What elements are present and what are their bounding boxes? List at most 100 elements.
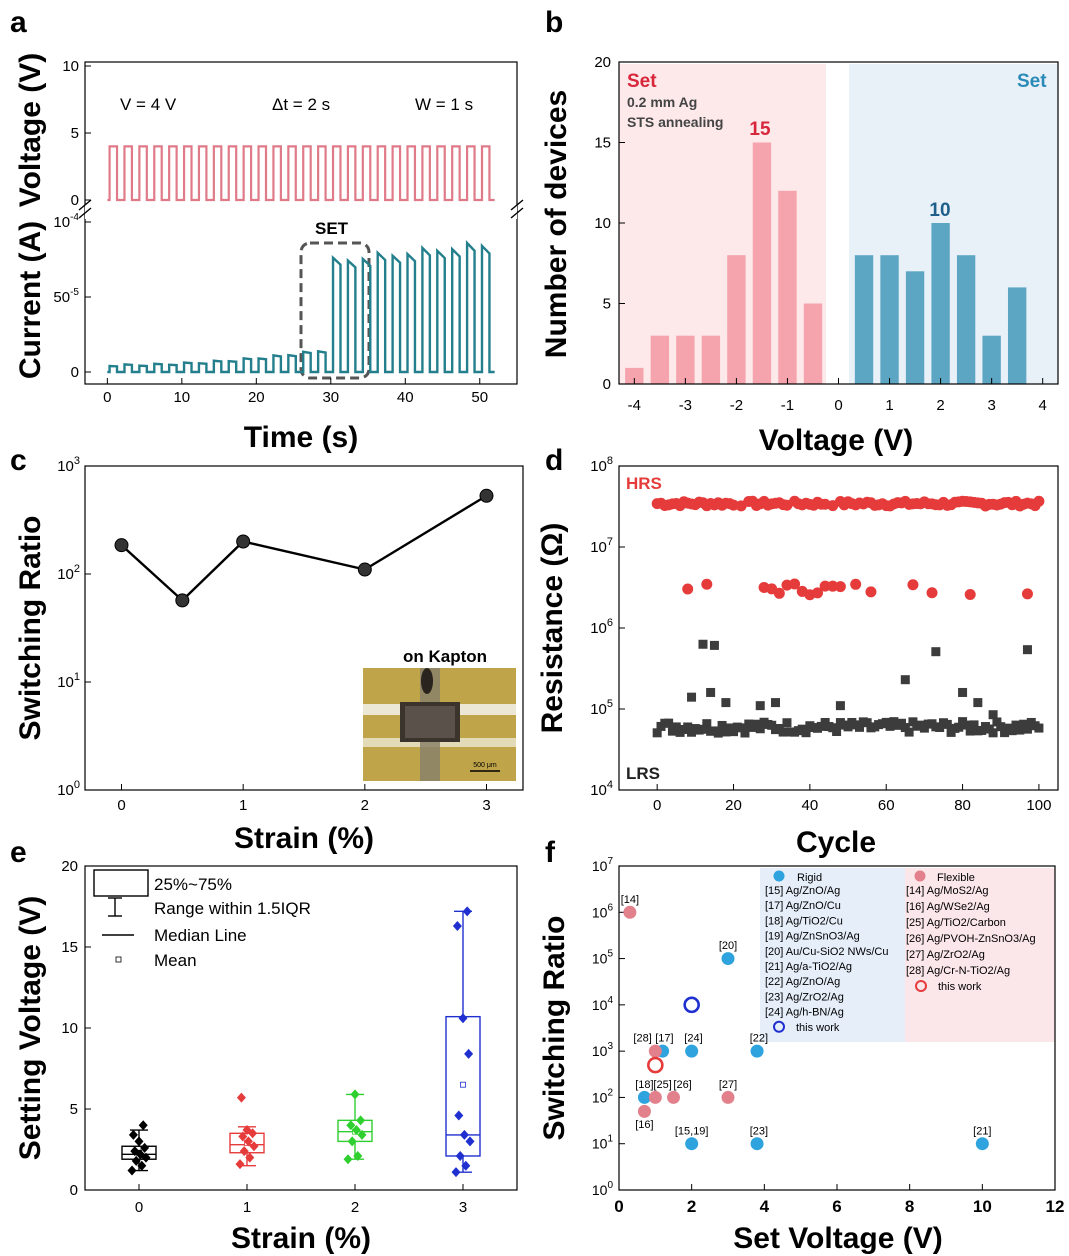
lrs-point xyxy=(961,720,971,730)
legend-flexible-entry: [26] Ag/PVOH-ZnSnO3/Ag xyxy=(906,933,1036,945)
hrs-point xyxy=(819,580,831,592)
bar xyxy=(854,255,874,384)
x-tick-label: 4 xyxy=(1039,397,1047,414)
annotation-annealing: STS annealing xyxy=(627,114,723,130)
x-tick-label: 0 xyxy=(117,797,125,814)
lrs-point xyxy=(862,718,872,728)
y-axis-title-c: Switching Ratio xyxy=(14,516,47,741)
bar xyxy=(905,271,925,384)
x-tick-label: 10 xyxy=(973,1197,992,1216)
lrs-point xyxy=(683,722,693,732)
legend-marker-flexible xyxy=(914,870,926,882)
lrs-point xyxy=(755,701,765,711)
y-tick-label: 100 xyxy=(592,1180,614,1198)
x-axis-title-e: Strain (%) xyxy=(231,1222,371,1255)
lrs-point xyxy=(965,726,975,736)
y-axis-title-e: Setting Voltage (V) xyxy=(14,896,47,1160)
x-axis-title-a: Time (s) xyxy=(244,421,358,454)
hrs-point xyxy=(907,579,919,591)
lrs-point xyxy=(1034,723,1044,733)
bar xyxy=(931,223,950,384)
flexible-point xyxy=(721,1090,735,1104)
lrs-point xyxy=(835,701,845,711)
annotation-set: SET xyxy=(315,219,349,238)
rigid-point xyxy=(637,1090,651,1104)
point-label: [17] xyxy=(655,1033,673,1045)
lrs-point xyxy=(729,727,739,737)
flexible-point xyxy=(648,1090,662,1104)
x-tick-label: 3 xyxy=(459,1199,467,1216)
x-axis-title-c: Strain (%) xyxy=(234,822,374,855)
data-point xyxy=(357,1129,367,1140)
lrs-point xyxy=(706,687,716,697)
data-point xyxy=(356,1115,366,1126)
flexible-background xyxy=(905,868,1055,1042)
data-point xyxy=(459,1129,469,1140)
data-point xyxy=(462,906,472,917)
point-label: [25] xyxy=(653,1079,671,1091)
data-point xyxy=(351,1125,361,1136)
point-label: [14] xyxy=(621,894,639,906)
point-label: [18] xyxy=(635,1079,653,1091)
point-label: [20] xyxy=(719,940,737,952)
legend-range-label: Range within 1.5IQR xyxy=(154,899,311,918)
panel-label-f: f xyxy=(545,836,556,869)
y-tick-label: 10 xyxy=(61,1020,78,1037)
annotation-voltage: V = 4 V xyxy=(120,95,177,114)
lrs-point xyxy=(935,722,945,732)
y-tick-label: 106 xyxy=(590,617,613,637)
x-axis-title-d: Cycle xyxy=(796,826,876,859)
lrs-point xyxy=(755,724,765,734)
lrs-point xyxy=(698,639,708,649)
legend-set-positive: Set xyxy=(1017,71,1047,92)
y-tick-label: 20 xyxy=(594,54,611,71)
y-tick-label: 108 xyxy=(590,455,613,475)
hrs-point xyxy=(1021,588,1033,600)
data-point xyxy=(452,920,462,931)
x-axis-title-f: Set Voltage (V) xyxy=(733,1222,942,1255)
x-tick-label: 0 xyxy=(653,797,661,814)
data-point xyxy=(137,1160,147,1171)
x-tick-label: 50 xyxy=(471,389,488,406)
lrs-point xyxy=(942,719,952,729)
x-tick-label: 12 xyxy=(1046,1197,1065,1216)
bar xyxy=(701,335,721,384)
bar xyxy=(778,190,797,384)
x-tick-label: 0 xyxy=(834,397,842,414)
bar xyxy=(625,367,644,384)
rigid-point xyxy=(685,1137,699,1151)
data-point xyxy=(346,1120,356,1131)
y-tick-label: 5 xyxy=(70,1101,78,1118)
y-tick-label: 107 xyxy=(592,856,614,874)
point-label: [28] xyxy=(633,1033,651,1045)
y-tick-label: 0 xyxy=(603,376,611,393)
flexible-point xyxy=(637,1104,651,1118)
bar xyxy=(752,142,772,384)
lrs-point xyxy=(1015,725,1025,735)
bar xyxy=(803,303,823,384)
y-tick-label: 101 xyxy=(592,1134,614,1152)
panel-label-d: d xyxy=(545,444,563,477)
rigid-point xyxy=(750,1137,764,1151)
hrs-point xyxy=(850,578,862,590)
y-axis-title-b: Number of devices xyxy=(540,90,573,358)
y-tick-label: 5 xyxy=(71,125,79,142)
flexible-point xyxy=(667,1090,680,1104)
x-tick-label: 10 xyxy=(173,389,190,406)
peak-label-negative: 15 xyxy=(749,119,771,140)
legend-rigid-entry: [15] Ag/ZnO/Ag xyxy=(765,885,840,897)
legend-rigid-entry: [21] Ag/a-TiO2/Ag xyxy=(765,961,852,973)
lrs-point xyxy=(652,728,662,738)
lrs-point xyxy=(698,724,708,734)
data-point xyxy=(130,1146,140,1157)
data-point xyxy=(235,1159,245,1170)
x-tick-label: -3 xyxy=(679,397,692,414)
y-axis-title-f: Switching Ratio xyxy=(538,916,571,1141)
x-tick-label: 3 xyxy=(482,797,490,814)
panel-label-e: e xyxy=(10,836,27,869)
x-tick-label: 3 xyxy=(987,397,995,414)
kapton-inset: 500 μm xyxy=(363,668,516,781)
panel-a: V = 4 V Δt = 2 s W = 1 s SET 0 10 20 30 40 50… xyxy=(14,53,524,454)
legend-flexible-entry: [16] Ag/WSe2/Ag xyxy=(906,901,990,913)
